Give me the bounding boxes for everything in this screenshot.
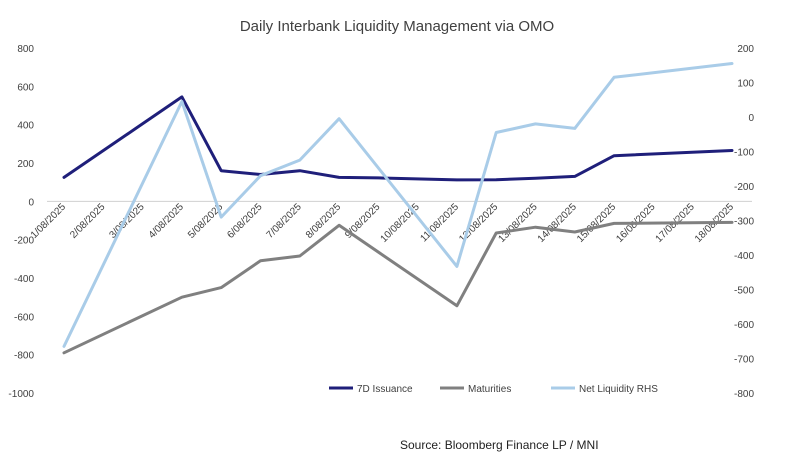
legend: 7D Issuance Maturities Net Liquidity RHS <box>329 384 658 395</box>
y-left-tick-label: -600 <box>14 312 34 323</box>
legend-label-net-liquidity-rhs: Net Liquidity RHS <box>579 384 658 395</box>
legend-label-maturities: Maturities <box>468 384 511 395</box>
y-left-tick-label: 800 <box>17 44 34 55</box>
x-tick-label: 2/08/2025 <box>68 201 108 241</box>
x-tick-label: 8/08/2025 <box>304 201 344 241</box>
y-right-tick-label: 200 <box>737 44 754 55</box>
y-left-tick-label: -200 <box>14 236 34 247</box>
y-right-tick-label: -500 <box>734 286 754 297</box>
x-tick-label: 1/08/2025 <box>29 201 69 241</box>
x-tick-label: 10/08/2025 <box>379 201 422 244</box>
y-right-tick-label: -100 <box>734 148 754 159</box>
y-right-tick-label: -400 <box>734 251 754 262</box>
series-line-net-liquidity-rhs <box>62 62 734 348</box>
y-left-tick-label: 0 <box>28 197 34 208</box>
y-left-tick-label: -400 <box>14 274 34 285</box>
x-tick-label: 11/08/2025 <box>418 201 461 244</box>
y-left-tick-label: 400 <box>17 121 34 132</box>
x-tick-label: 3/08/2025 <box>107 201 147 241</box>
y-right-tick-label: -600 <box>734 320 754 331</box>
y-right-tick-label: -300 <box>734 217 754 228</box>
x-tick-label: 14/08/2025 <box>536 201 579 244</box>
x-tick-label: 5/08/2025 <box>186 201 226 241</box>
x-tick-label: 4/08/2025 <box>147 201 187 241</box>
y-right-tick-label: 0 <box>748 113 754 124</box>
y-right-tick-label: -800 <box>734 389 754 400</box>
series-line-7d-issuance <box>62 95 734 182</box>
x-tick-label: 7/08/2025 <box>265 201 305 241</box>
series-line-maturities <box>62 220 734 355</box>
y-right-tick-label: -700 <box>734 355 754 366</box>
x-tick-label: 13/08/2025 <box>496 201 539 244</box>
y-left-tick-label: 200 <box>17 159 34 170</box>
y-left-tick-label: -800 <box>14 351 34 362</box>
series-lines <box>62 62 734 355</box>
x-tick-label: 9/08/2025 <box>343 201 383 241</box>
y-right-tick-label: 100 <box>737 79 754 90</box>
y-right-tick-label: -200 <box>734 182 754 193</box>
y-left-tick-label: -1000 <box>8 389 34 400</box>
y-left-tick-label: 600 <box>17 82 34 93</box>
legend-label-7d-issuance: 7D Issuance <box>357 384 413 395</box>
chart-title: Daily Interbank Liquidity Management via… <box>240 18 554 35</box>
source-note: Source: Bloomberg Finance LP / MNI <box>400 438 599 452</box>
